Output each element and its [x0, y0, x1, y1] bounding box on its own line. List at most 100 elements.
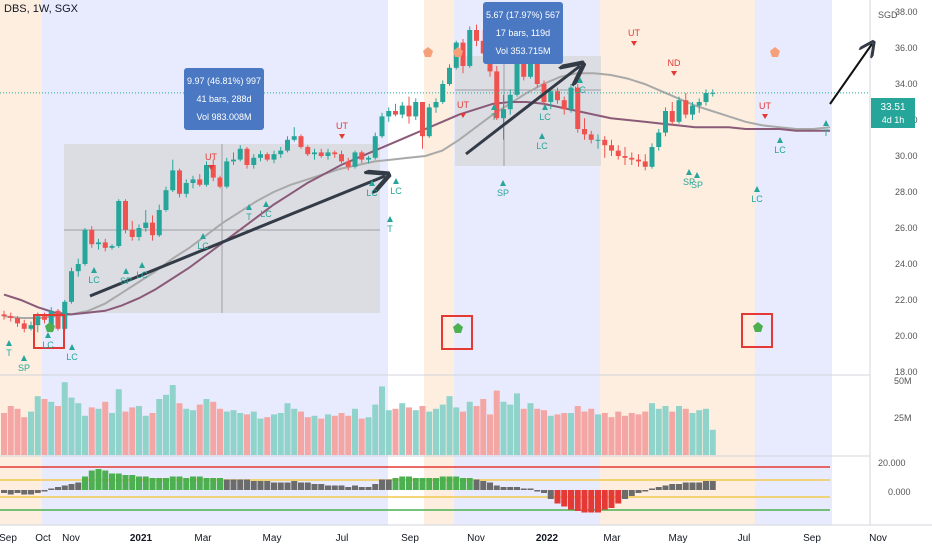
candle-body: [28, 325, 34, 329]
signal-triangle: [631, 41, 637, 46]
volume-bar: [419, 406, 426, 455]
oscillator-bar: [561, 490, 568, 507]
oscillator-bar: [358, 487, 365, 490]
candle-body: [426, 107, 432, 137]
candle-body: [595, 139, 601, 141]
candle-body: [460, 42, 466, 66]
volume-bar: [642, 411, 649, 455]
candle-body: [501, 109, 506, 119]
candle-body: [420, 102, 425, 137]
price-axis-currency: SGD: [878, 10, 898, 20]
volume-bar: [61, 382, 68, 455]
oscillator-bar: [284, 482, 291, 490]
candle-body: [325, 152, 331, 156]
signal-tag: LC: [774, 145, 786, 155]
signal-tag: LC: [42, 340, 54, 350]
candle-body: [8, 316, 14, 318]
volume-bar: [190, 410, 196, 455]
volume-bar: [338, 413, 345, 455]
volume-bar: [358, 418, 365, 455]
volume-bar: [55, 406, 61, 455]
candle-body: [143, 222, 149, 228]
oscillator-bar: [109, 473, 115, 490]
price-axis-label: 26.00: [895, 223, 918, 233]
volume-bar: [196, 404, 203, 455]
trend-arrow: [465, 66, 580, 156]
volume-bar: [433, 408, 439, 455]
volume-bar: [561, 413, 568, 455]
volume-bar: [453, 407, 460, 455]
signal-triangle: [246, 204, 252, 210]
signal-tag: LC: [136, 270, 148, 280]
oscillator-bar: [433, 478, 439, 490]
oscillator-bar: [392, 478, 399, 490]
oscillator-bar: [136, 476, 142, 490]
signal-triangle: [69, 344, 75, 350]
oscillator-bar: [520, 488, 527, 490]
time-axis-label: 2021: [130, 533, 153, 544]
volume-bar: [21, 417, 28, 455]
candle-body: [696, 102, 702, 106]
signal-triangle: [577, 77, 583, 83]
volume-bar: [102, 401, 109, 455]
time-axis-label: Jul: [336, 533, 349, 544]
oscillator-bar: [588, 490, 595, 513]
candle-body: [291, 136, 297, 140]
candle-body: [494, 71, 500, 119]
candle-body: [548, 91, 554, 102]
volume-bar: [379, 386, 385, 455]
volume-bar: [7, 406, 14, 455]
oscillator-bar: [406, 476, 412, 490]
oscillator-bar: [426, 478, 433, 490]
volume-bar: [217, 408, 223, 455]
oscillator-bar: [514, 487, 520, 490]
volume-bar: [142, 415, 149, 455]
volume-bar: [439, 404, 446, 455]
oscillator-bar: [581, 490, 588, 513]
candle-body: [629, 157, 635, 160]
oscillator-bar: [230, 479, 237, 490]
candle-body: [15, 318, 20, 324]
candle-body: [393, 111, 398, 115]
oscillator-bar: [703, 481, 709, 490]
candle-body: [656, 132, 662, 147]
volume-bar: [541, 410, 547, 455]
candle-body: [366, 157, 371, 160]
volume-bar: [703, 408, 709, 455]
candle-body: [75, 264, 81, 272]
candle-body: [271, 154, 277, 160]
volume-bar: [169, 385, 176, 455]
volume-bar: [406, 407, 412, 455]
volume-bar: [28, 411, 34, 455]
volume-bar: [372, 404, 379, 455]
volume-bar: [669, 411, 676, 455]
signal-tag: LC: [751, 194, 763, 204]
volume-bar: [244, 414, 250, 455]
oscillator-bar: [217, 478, 223, 490]
volume-bar: [507, 404, 514, 455]
candle-body: [345, 161, 351, 167]
ma-slow-line: [3, 101, 830, 316]
signal-triangle: [339, 134, 345, 139]
oscillator-bar: [163, 478, 169, 490]
candle-body: [89, 229, 95, 245]
candle-body: [359, 152, 365, 160]
candle-body: [129, 229, 135, 237]
volume-bar: [1, 413, 7, 455]
volume-bar: [34, 396, 41, 455]
candle-body: [116, 201, 122, 246]
volume-bar: [473, 406, 480, 455]
candle-body: [568, 87, 574, 110]
volume-bar: [682, 408, 689, 455]
signal-triangle: [123, 268, 129, 274]
signal-triangle: [200, 233, 206, 239]
signal-tag: LC: [390, 186, 402, 196]
oscillator-bar: [7, 490, 14, 495]
candle-body: [332, 152, 338, 155]
candle-body: [703, 93, 709, 102]
candle-body: [285, 139, 290, 151]
oscillator-bar: [615, 490, 622, 504]
time-axis-label: 2022: [536, 533, 559, 544]
signal-tag: UT: [457, 100, 469, 110]
